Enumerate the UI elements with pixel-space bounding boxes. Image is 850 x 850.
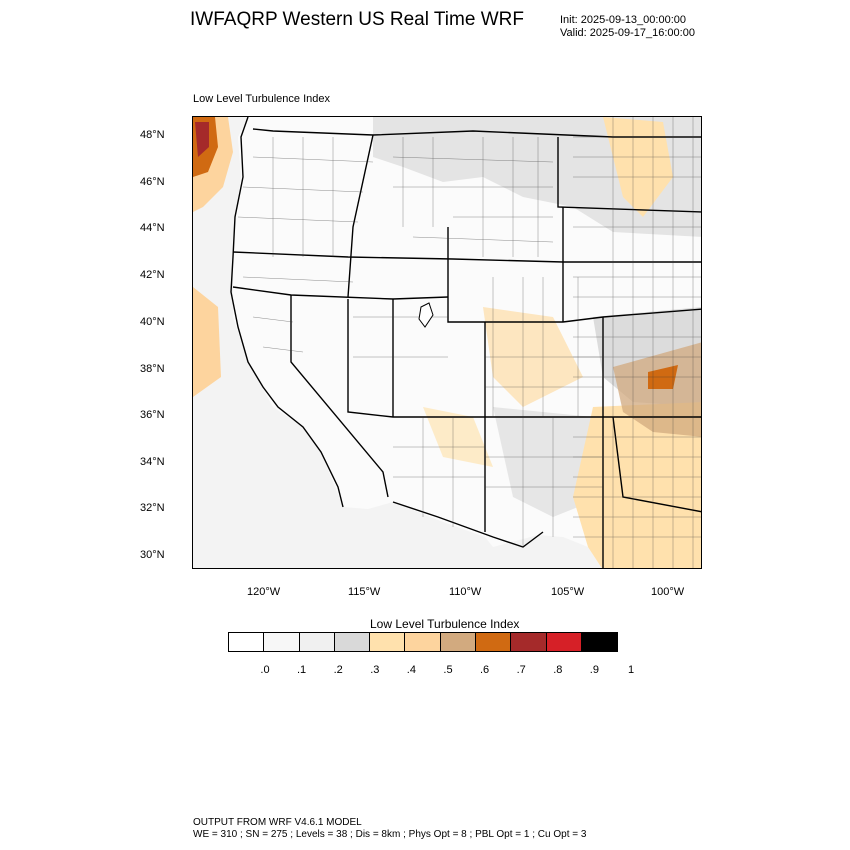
model-config: WE = 310 ; SN = 275 ; Levels = 38 ; Dis …	[193, 829, 587, 840]
colorbar-tick-label: .4	[406, 664, 416, 676]
lat-label: 36°N	[140, 409, 165, 421]
colorbar-swatch	[370, 633, 406, 651]
colorbar-swatch	[299, 633, 335, 651]
colorbar-swatch	[511, 633, 547, 651]
lat-label: 34°N	[140, 456, 165, 468]
colorbar-tick-label: .3	[370, 664, 380, 676]
lon-label: 120°W	[247, 586, 281, 598]
lon-label: 110°W	[449, 586, 482, 598]
colorbar-swatch	[546, 633, 582, 651]
colorbar-tick-label: .8	[553, 664, 563, 676]
colorbar-swatch	[229, 633, 265, 651]
colorbar-swatch	[334, 633, 371, 651]
turbulence-region	[193, 287, 221, 397]
turbulence-region	[423, 407, 493, 467]
colorbar-tick-label: .1	[297, 664, 307, 676]
colorbar-tick-label: .9	[589, 664, 599, 676]
county-lines	[237, 117, 701, 568]
turbulence-region	[613, 342, 701, 437]
lon-label: 105°W	[551, 586, 585, 598]
lat-label: 42°N	[140, 269, 165, 281]
model-version: OUTPUT FROM WRF V4.6.1 MODEL	[193, 817, 362, 828]
turbulence-region	[603, 117, 673, 217]
lat-label: 40°N	[140, 316, 165, 328]
colorbar-tick-label: .0	[260, 664, 270, 676]
init-time: Init: 2025-09-13_00:00:00	[560, 14, 686, 26]
lat-label: 32°N	[140, 502, 165, 514]
colorbar	[228, 632, 619, 652]
lat-label: 44°N	[140, 222, 165, 234]
lat-label: 48°N	[140, 129, 165, 141]
turbulence-max	[195, 122, 209, 157]
colorbar-swatch	[581, 633, 618, 651]
colorbar-title: Low Level Turbulence Index	[370, 617, 520, 631]
colorbar-tick-label: .7	[516, 664, 526, 676]
lon-label: 115°W	[348, 586, 381, 598]
valid-time: Valid: 2025-09-17_16:00:00	[560, 27, 695, 39]
map-field-label: Low Level Turbulence Index	[193, 93, 330, 105]
lat-label: 38°N	[140, 363, 165, 375]
colorbar-swatch	[440, 633, 477, 651]
colorbar-swatch	[476, 633, 512, 651]
colorbar-tick-label: .5	[443, 664, 453, 676]
colorbar-swatch	[405, 633, 441, 651]
colorbar-tick-label: 1	[627, 664, 635, 676]
colorbar-tick-label: .2	[333, 664, 343, 676]
map-panel	[192, 116, 702, 569]
lon-label: 100°W	[651, 586, 685, 598]
colorbar-tick-label: .6	[480, 664, 490, 676]
turbulence-region	[573, 402, 701, 568]
chart-title: IWFAQRP Western US Real Time WRF	[190, 9, 524, 30]
run-times: Init: 2025-09-13_00:00:00 Valid: 2025-09…	[560, 14, 695, 40]
lake	[418, 302, 434, 328]
model-info: OUTPUT FROM WRF V4.6.1 MODEL WE = 310 ; …	[193, 817, 586, 841]
lat-label: 30°N	[140, 549, 165, 561]
colorbar-swatch	[264, 633, 300, 651]
lat-label: 46°N	[140, 176, 165, 188]
map-canvas	[193, 117, 701, 568]
coastline	[230, 117, 344, 508]
